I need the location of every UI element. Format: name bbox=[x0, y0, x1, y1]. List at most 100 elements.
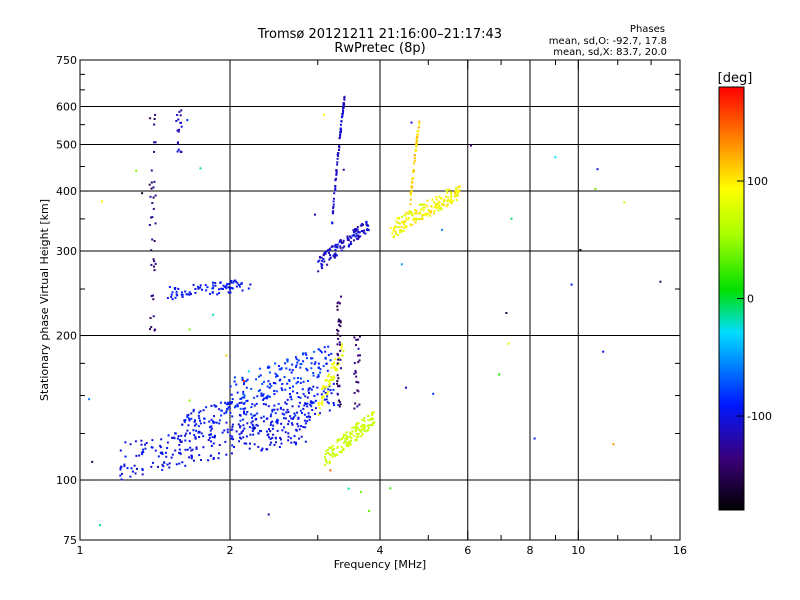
data-point bbox=[336, 364, 339, 366]
data-point bbox=[99, 524, 101, 527]
data-point bbox=[219, 281, 222, 284]
data-point bbox=[451, 201, 454, 204]
data-point bbox=[296, 380, 299, 383]
data-point bbox=[304, 422, 307, 425]
data-point bbox=[184, 439, 187, 442]
data-point bbox=[123, 463, 126, 466]
data-point bbox=[417, 218, 420, 220]
data-point bbox=[299, 396, 302, 399]
data-point bbox=[336, 305, 339, 308]
data-point bbox=[284, 362, 286, 365]
data-point bbox=[352, 231, 355, 234]
data-point bbox=[179, 114, 182, 117]
data-point bbox=[447, 196, 450, 199]
data-point bbox=[119, 474, 122, 477]
data-point bbox=[413, 160, 416, 162]
data-point bbox=[329, 389, 332, 392]
data-point bbox=[153, 180, 156, 183]
data-point bbox=[354, 371, 357, 374]
data-point bbox=[195, 446, 198, 449]
data-point bbox=[364, 232, 367, 235]
data-point bbox=[157, 465, 159, 468]
data-point bbox=[254, 414, 257, 417]
data-point bbox=[333, 255, 336, 258]
data-point bbox=[323, 260, 326, 263]
data-point bbox=[455, 194, 458, 196]
data-point bbox=[454, 195, 457, 198]
data-point bbox=[232, 438, 235, 441]
data-point bbox=[293, 441, 296, 444]
data-point bbox=[241, 289, 244, 292]
data-point bbox=[88, 398, 91, 401]
data-point bbox=[150, 465, 153, 468]
data-point bbox=[235, 280, 238, 283]
y-tick-label: 100 bbox=[56, 474, 77, 487]
data-point bbox=[170, 456, 173, 459]
data-point bbox=[214, 284, 217, 287]
data-point bbox=[188, 328, 191, 331]
data-point bbox=[246, 378, 249, 381]
data-point bbox=[329, 447, 332, 449]
data-point bbox=[317, 373, 320, 376]
data-point bbox=[239, 425, 242, 428]
data-point bbox=[322, 385, 324, 388]
data-point bbox=[449, 202, 452, 205]
data-point bbox=[179, 453, 182, 455]
data-point bbox=[129, 475, 132, 478]
data-point bbox=[284, 431, 287, 434]
data-point bbox=[181, 461, 184, 464]
data-point bbox=[412, 162, 415, 165]
data-point bbox=[326, 401, 329, 404]
data-point bbox=[245, 386, 248, 389]
data-point bbox=[190, 412, 193, 415]
data-point bbox=[342, 447, 345, 450]
data-point bbox=[149, 328, 151, 331]
data-point bbox=[415, 209, 418, 212]
data-point bbox=[325, 250, 327, 253]
data-point bbox=[260, 394, 263, 397]
data-point bbox=[339, 319, 342, 322]
data-point bbox=[242, 418, 245, 421]
data-point bbox=[344, 440, 347, 443]
data-point bbox=[404, 214, 407, 217]
data-point bbox=[260, 416, 263, 419]
data-point bbox=[408, 216, 410, 219]
data-point bbox=[332, 375, 335, 378]
data-point bbox=[339, 403, 342, 406]
data-point bbox=[153, 123, 156, 126]
data-point bbox=[398, 217, 400, 220]
data-point bbox=[209, 429, 212, 432]
data-point bbox=[129, 443, 132, 446]
data-point bbox=[292, 417, 294, 420]
data-point bbox=[142, 451, 145, 453]
data-point bbox=[307, 389, 310, 392]
data-point bbox=[243, 396, 246, 399]
data-point bbox=[285, 367, 288, 370]
data-point bbox=[354, 369, 357, 372]
data-point bbox=[269, 383, 272, 386]
data-point bbox=[240, 401, 243, 404]
data-point bbox=[350, 437, 353, 439]
data-point bbox=[273, 443, 276, 446]
data-point bbox=[350, 439, 353, 442]
data-point bbox=[332, 207, 335, 210]
data-point bbox=[197, 285, 199, 288]
data-point bbox=[332, 388, 335, 391]
data-point bbox=[239, 436, 241, 439]
data-point bbox=[236, 282, 239, 285]
data-point bbox=[336, 328, 339, 331]
data-point bbox=[286, 382, 289, 385]
data-point bbox=[445, 195, 447, 198]
data-point bbox=[212, 458, 215, 460]
data-point bbox=[319, 412, 321, 415]
data-point bbox=[367, 228, 370, 231]
data-point bbox=[371, 411, 374, 414]
data-point bbox=[258, 375, 260, 378]
data-point bbox=[153, 260, 156, 263]
data-point bbox=[413, 212, 416, 215]
data-point bbox=[336, 362, 339, 365]
data-point bbox=[252, 424, 255, 427]
data-point bbox=[234, 279, 237, 282]
data-point bbox=[417, 126, 420, 129]
data-point bbox=[168, 462, 171, 465]
